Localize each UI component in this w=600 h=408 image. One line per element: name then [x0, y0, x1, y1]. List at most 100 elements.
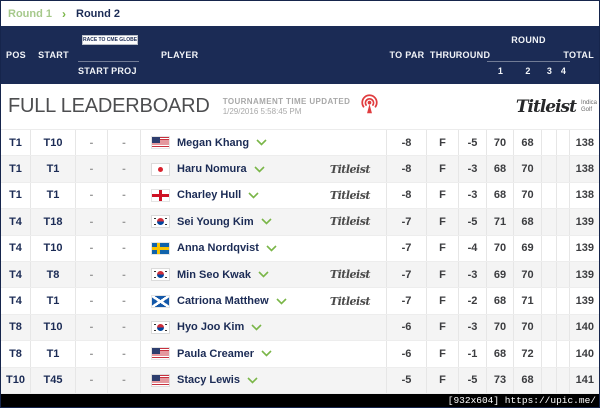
chevron-down-icon[interactable]	[266, 245, 277, 252]
chevron-down-icon[interactable]	[256, 139, 267, 146]
cme-start-cell: -	[76, 156, 108, 182]
player-cell[interactable]: Hyo Joo Kim	[141, 314, 387, 341]
cme-start-cell: -	[76, 314, 108, 341]
round-score-cell: -5	[459, 130, 487, 156]
column-header-round-2: 2	[525, 66, 531, 76]
cme-proj-cell: -	[108, 314, 141, 341]
position-cell: T8	[1, 314, 31, 341]
player-name: Min Seo Kwak	[177, 268, 251, 281]
column-header-to-par: TO PAR	[389, 50, 425, 60]
flag-jp-icon	[152, 163, 169, 175]
start-position-cell: T1	[31, 288, 76, 314]
player-name: Hyo Joo Kim	[177, 321, 245, 334]
table-row[interactable]: T10 T45 - - Stacy Lewis -5 F -5 73 68 14…	[1, 367, 599, 394]
round-score-cell: -1	[459, 341, 487, 367]
table-row[interactable]: T1 T1 - - Haru Nomura Titleist -8 F -3 6…	[1, 156, 599, 183]
player-cell[interactable]: Haru Nomura Titleist	[141, 156, 387, 182]
total-cell: 139	[575, 268, 594, 281]
player-name: Megan Khang	[177, 136, 250, 149]
round3-score-cell	[542, 288, 557, 314]
chevron-right-icon: ›	[62, 6, 66, 21]
breadcrumb-round-2[interactable]: Round 2	[76, 7, 120, 20]
to-par-cell: -5	[387, 367, 427, 393]
round-score-cell: -3	[459, 156, 487, 182]
cme-proj-cell: -	[108, 235, 141, 261]
player-cell[interactable]: Paula Creamer	[141, 341, 387, 367]
titleist-ball-logo: Titleist	[329, 188, 371, 202]
column-header-round-4: 4	[560, 66, 567, 76]
player-cell[interactable]: Stacy Lewis	[141, 367, 387, 393]
chevron-down-icon[interactable]	[247, 377, 258, 384]
cme-globe-tooltip: RACE TO CME GLOBE	[82, 35, 138, 45]
table-row[interactable]: T8 T10 - - Hyo Joo Kim -6 F -3 70 70 140	[1, 314, 599, 342]
position-cell: T4	[1, 235, 31, 261]
player-cell[interactable]: Min Seo Kwak Titleist	[141, 261, 387, 288]
table-row[interactable]: T4 T1 - - Catriona Matthew Titleist -7 F…	[1, 288, 599, 315]
player-name: Anna Nordqvist	[177, 242, 259, 255]
chevron-down-icon[interactable]	[261, 218, 272, 225]
round4-score-cell	[557, 367, 570, 393]
cme-proj-cell: -	[108, 156, 141, 182]
updated-label: TOURNAMENT TIME UPDATED	[222, 96, 351, 106]
table-row[interactable]: T1 T10 - - Megan Khang -8 F -5 70 68 138	[1, 130, 599, 157]
start-position-cell: T10	[31, 130, 76, 156]
watermark-bar: [932x604] https://upic.me/	[1, 394, 599, 407]
to-par-cell: -6	[387, 314, 427, 341]
round2-score-cell: 70	[514, 182, 542, 209]
chevron-down-icon[interactable]	[248, 192, 259, 199]
cme-proj-cell: -	[108, 182, 141, 209]
player-name: Paula Creamer	[177, 347, 255, 360]
total-cell: 138	[575, 163, 594, 176]
player-cell[interactable]: Megan Khang	[141, 130, 387, 156]
flag-us-icon	[152, 374, 169, 386]
thru-cell: F	[427, 314, 459, 341]
player-name: Stacy Lewis	[177, 374, 240, 387]
start-position-cell: T1	[31, 182, 76, 209]
table-row[interactable]: T8 T1 - - Paula Creamer -6 F -1 68 72 14…	[1, 341, 599, 368]
round2-score-cell: 72	[514, 341, 542, 367]
position-cell: T8	[1, 341, 31, 367]
position-cell: T1	[1, 182, 31, 209]
table-row[interactable]: T4 T10 - - Anna Nordqvist -7 F -4 70 69 …	[1, 235, 599, 262]
chevron-down-icon[interactable]	[276, 297, 287, 305]
round4-score-cell	[557, 288, 570, 314]
round1-score-cell: 71	[487, 209, 514, 235]
round2-score-cell: 68	[514, 367, 542, 393]
to-par-cell: -6	[387, 341, 427, 367]
player-cell[interactable]: Sei Young Kim Titleist	[141, 209, 387, 235]
chevron-down-icon[interactable]	[254, 166, 265, 173]
player-cell[interactable]: Charley Hull Titleist	[141, 182, 387, 209]
round3-score-cell	[542, 235, 557, 261]
cme-start-cell: -	[76, 261, 108, 288]
round2-score-cell: 70	[514, 261, 542, 288]
breadcrumb-round-1[interactable]: Round 1	[8, 7, 52, 20]
round4-score-cell	[557, 130, 570, 156]
column-header-round-3: 3	[546, 66, 553, 76]
table-row[interactable]: T4 T8 - - Min Seo Kwak Titleist -7 F -3 …	[1, 261, 599, 289]
round4-score-cell	[557, 182, 570, 209]
start-position-cell: T10	[31, 235, 76, 261]
thru-cell: F	[427, 209, 459, 235]
round4-score-cell	[557, 314, 570, 341]
cme-start-cell: -	[76, 209, 108, 235]
thru-cell: F	[427, 182, 459, 209]
table-row[interactable]: T1 T1 - - Charley Hull Titleist -8 F -3 …	[1, 182, 599, 210]
to-par-cell: -7	[387, 209, 427, 235]
broadcast-icon	[359, 93, 380, 121]
cme-proj-cell: -	[108, 341, 141, 367]
start-position-cell: T1	[31, 156, 76, 182]
chevron-down-icon[interactable]	[258, 271, 269, 278]
player-cell[interactable]: Anna Nordqvist	[141, 235, 387, 261]
table-row[interactable]: T4 T18 - - Sei Young Kim Titleist -7 F -…	[1, 209, 599, 236]
round3-score-cell	[542, 367, 557, 393]
chevron-down-icon[interactable]	[261, 350, 272, 357]
thru-cell: F	[427, 130, 459, 156]
cme-start-cell: -	[76, 130, 108, 156]
round-score-cell: -5	[459, 367, 487, 393]
player-name: Catriona Matthew	[177, 295, 269, 308]
player-cell[interactable]: Catriona Matthew Titleist	[141, 288, 387, 314]
chevron-down-icon[interactable]	[251, 324, 262, 331]
titleist-caption: Indica Golf	[581, 100, 597, 114]
round4-score-cell	[557, 235, 570, 261]
